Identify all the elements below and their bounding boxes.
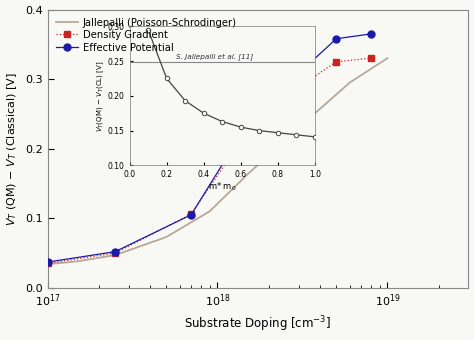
Y-axis label: $V_T$ (QM) $-$ $V_T$ (Classical) [V]: $V_T$ (QM) $-$ $V_T$ (Classical) [V] xyxy=(6,72,19,226)
Density Gradient xyxy=(333,60,339,64)
X-axis label: Substrate Doping [cm$^{-3}$]: Substrate Doping [cm$^{-3}$] xyxy=(184,315,331,335)
Density Gradient xyxy=(45,261,50,266)
Line: Jallepalli (Poisson-Schrodinger): Jallepalli (Poisson-Schrodinger) xyxy=(47,58,387,264)
Legend: Jallepalli (Poisson-Schrodinger), Density Gradient, Effective Potential: Jallepalli (Poisson-Schrodinger), Densit… xyxy=(53,15,239,55)
Effective Potential xyxy=(45,260,50,264)
Density Gradient xyxy=(368,56,374,60)
Effective Potential xyxy=(112,250,118,254)
Line: Density Gradient: Density Gradient xyxy=(45,55,374,267)
Effective Potential xyxy=(188,213,194,217)
Jallepalli (Poisson-Schrodinger) xyxy=(46,262,52,266)
Density Gradient xyxy=(188,212,194,216)
Line: Effective Potential: Effective Potential xyxy=(44,31,374,266)
Jallepalli (Poisson-Schrodinger) xyxy=(45,262,50,266)
Jallepalli (Poisson-Schrodinger) xyxy=(353,77,358,81)
Effective Potential xyxy=(296,71,301,75)
Jallepalli (Poisson-Schrodinger) xyxy=(253,165,258,169)
Density Gradient xyxy=(112,251,118,255)
Effective Potential xyxy=(368,32,374,36)
Density Gradient xyxy=(296,85,301,89)
Jallepalli (Poisson-Schrodinger) xyxy=(246,171,252,175)
Jallepalli (Poisson-Schrodinger) xyxy=(247,170,253,174)
Effective Potential xyxy=(333,37,339,41)
Jallepalli (Poisson-Schrodinger) xyxy=(331,95,337,99)
Effective Potential xyxy=(228,149,234,153)
Density Gradient xyxy=(228,154,234,158)
Jallepalli (Poisson-Schrodinger) xyxy=(384,56,390,60)
